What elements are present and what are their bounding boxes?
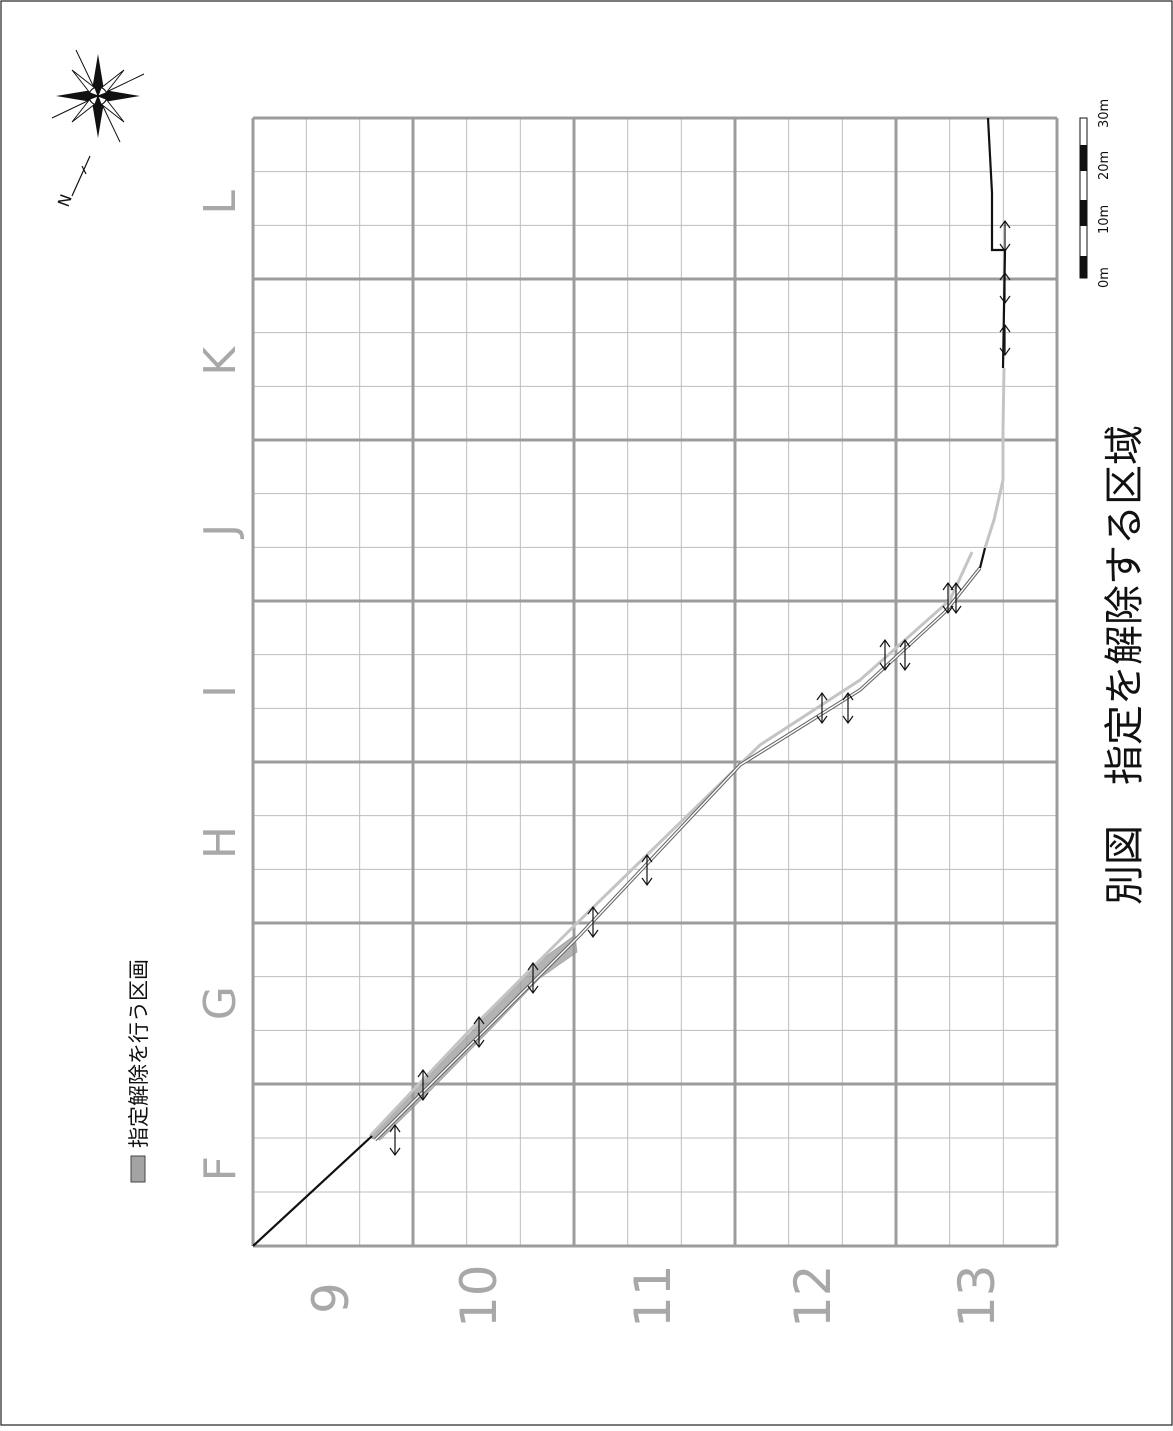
scale-bar-segment [1080,200,1087,226]
scale-label-20: 20m [1097,151,1112,180]
scale-label-30: 30m [1097,99,1112,128]
double-arrow-icon [527,961,539,995]
scale-bar-segment [1080,256,1087,278]
double-arrow-icon [999,219,1011,253]
column-label: G [195,986,246,1020]
double-arrow-icon [942,581,954,615]
survey-arrows [389,219,1011,1157]
scale-label-10: 10m [1097,205,1112,234]
column-label: J [195,524,246,540]
scale-bar-frame [1079,117,1088,279]
north-arrow-icon [71,155,91,197]
column-label: H [195,826,246,859]
main-boundary-line [252,117,1007,1247]
boundary-lines [252,117,1007,1247]
double-arrow-icon [417,1068,429,1102]
row-labels: 9 10 11 12 13 [302,1264,1006,1328]
double-arrow-icon [816,691,828,725]
compass: N [51,49,145,209]
double-arrow-icon [641,853,653,887]
alt-boundary-line [368,367,1006,1138]
north-arrow-tick [81,165,87,175]
double-arrow-icon [473,1015,485,1049]
figure-title: 別図 指定を解除する区域 [1102,425,1148,905]
grid [251,116,1059,1248]
row-label: 12 [784,1264,842,1328]
scale-label-0: 0m [1097,267,1112,288]
double-arrow-icon [999,271,1011,305]
release-area [369,934,578,1141]
double-arrow-icon [950,581,962,615]
column-label: F [195,1156,246,1181]
legend-label: 指定解除を行う区画 [127,959,151,1148]
double-arrow-icon [899,638,911,672]
row-label: 9 [302,1282,360,1314]
legend: 指定解除を行う区画 [127,959,151,1183]
row-label: 10 [450,1264,508,1328]
scale-bar-segment [1080,145,1087,171]
column-label: I [195,685,246,698]
scale-bar: 0m 10m 20m 30m [1079,99,1112,288]
column-label: L [195,190,246,215]
double-arrow-icon [389,1123,401,1157]
column-label: K [195,346,246,376]
main-boundary-double-line-core [374,567,981,1141]
compass-rose-icon [51,49,145,143]
double-arrow-icon [999,323,1011,357]
column-labels: F G H I J K L [195,190,246,1182]
double-arrow-icon [842,691,854,725]
row-label: 11 [624,1264,682,1328]
legend-swatch [130,1155,146,1183]
row-label: 13 [948,1264,1006,1328]
double-arrow-icon [879,638,891,672]
double-arrow-icon [587,905,599,939]
